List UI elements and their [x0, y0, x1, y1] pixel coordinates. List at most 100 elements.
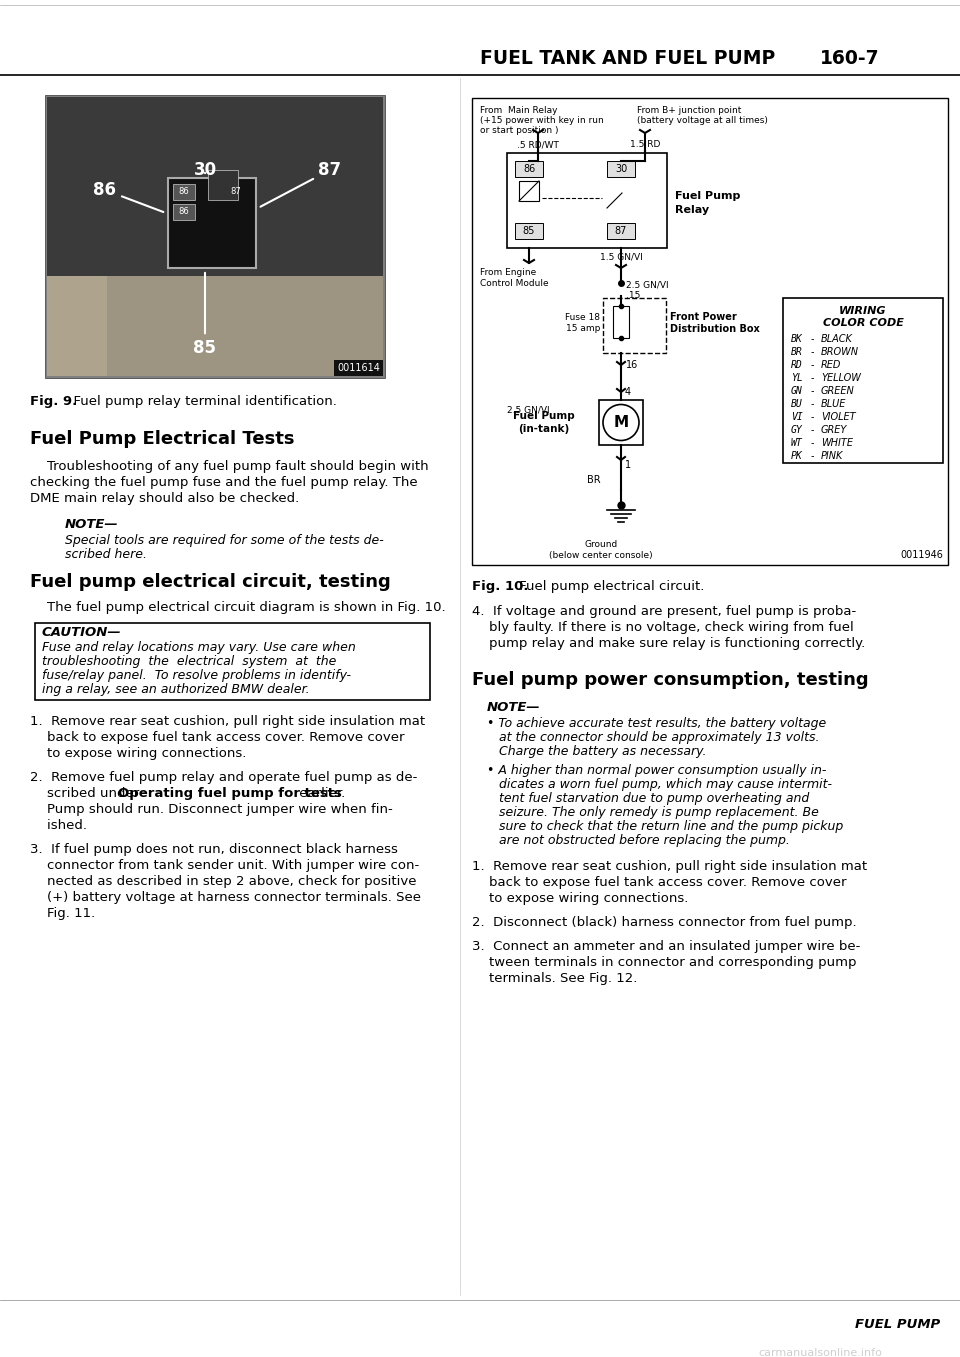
Text: 86: 86	[179, 208, 189, 217]
Text: BLACK: BLACK	[821, 334, 852, 345]
Text: BK: BK	[791, 334, 803, 345]
Text: earlier.: earlier.	[295, 787, 346, 801]
Text: Special tools are required for some of the tests de-: Special tools are required for some of t…	[65, 535, 384, 547]
Text: (+) battery voltage at harness connector terminals. See: (+) battery voltage at harness connector…	[30, 892, 421, 904]
Text: Fuel pump power consumption, testing: Fuel pump power consumption, testing	[472, 670, 869, 689]
Text: sure to check that the return line and the pump pickup: sure to check that the return line and t…	[487, 820, 843, 833]
Text: YL: YL	[791, 373, 803, 383]
Text: WIRING: WIRING	[839, 305, 887, 316]
Text: RED: RED	[821, 360, 841, 370]
Text: carmanualsonline.info: carmanualsonline.info	[758, 1348, 882, 1357]
Text: -: -	[811, 360, 814, 370]
Text: 30: 30	[614, 164, 627, 174]
Text: 86: 86	[93, 180, 163, 212]
Bar	[515, 223, 543, 239]
Text: FUEL TANK AND FUEL PUMP: FUEL TANK AND FUEL PUMP	[480, 49, 776, 68]
Text: seizure. The only remedy is pump replacement. Be: seizure. The only remedy is pump replace…	[487, 806, 819, 820]
Text: 2.5 GN/VI: 2.5 GN/VI	[507, 406, 550, 414]
Text: 1.5 RD: 1.5 RD	[630, 140, 660, 149]
Text: 16: 16	[626, 360, 638, 370]
Text: VIOLET: VIOLET	[821, 413, 855, 422]
Text: PK: PK	[791, 451, 803, 461]
Text: BR: BR	[791, 347, 803, 357]
Bar	[599, 400, 643, 445]
Text: RD: RD	[791, 360, 803, 370]
Text: 2.  Remove fuel pump relay and operate fuel pump as de-: 2. Remove fuel pump relay and operate fu…	[30, 771, 418, 784]
Text: connector from tank sender unit. With jumper wire con-: connector from tank sender unit. With ju…	[30, 859, 420, 873]
Text: nected as described in step 2 above, check for positive: nected as described in step 2 above, che…	[30, 875, 417, 887]
Text: -: -	[811, 334, 814, 345]
Text: -: -	[811, 438, 814, 448]
Bar	[208, 170, 238, 199]
Text: Pump should run. Disconnect jumper wire when fin-: Pump should run. Disconnect jumper wire …	[30, 803, 393, 816]
Text: From Engine
Control Module: From Engine Control Module	[480, 267, 548, 288]
Bar	[783, 299, 943, 463]
Text: BU: BU	[791, 399, 803, 408]
Text: 3.  If fuel pump does not run, disconnect black harness: 3. If fuel pump does not run, disconnect…	[30, 843, 397, 856]
Text: 2.5 GN/VI: 2.5 GN/VI	[626, 281, 668, 290]
Bar	[607, 161, 635, 176]
Bar	[613, 305, 629, 338]
Text: Fuel Pump Electrical Tests: Fuel Pump Electrical Tests	[30, 430, 295, 448]
Bar	[47, 275, 107, 376]
Text: The fuel pump electrical circuit diagram is shown in Fig. 10.: The fuel pump electrical circuit diagram…	[30, 601, 445, 613]
Text: 85: 85	[194, 273, 217, 357]
Text: From B+ junction point: From B+ junction point	[637, 106, 741, 115]
Bar	[603, 299, 666, 353]
Text: 4.  If voltage and ground are present, fuel pump is proba-: 4. If voltage and ground are present, fu…	[472, 605, 856, 617]
Text: • A higher than normal power consumption usually in-: • A higher than normal power consumption…	[487, 764, 827, 778]
Text: BR: BR	[588, 475, 601, 484]
Text: to expose wiring connections.: to expose wiring connections.	[30, 746, 247, 760]
Text: checking the fuel pump fuse and the fuel pump relay. The: checking the fuel pump fuse and the fuel…	[30, 476, 418, 489]
Text: -: -	[811, 373, 814, 383]
Bar	[507, 153, 667, 248]
Text: COLOR CODE: COLOR CODE	[823, 318, 903, 328]
Text: scribed here.: scribed here.	[65, 548, 147, 560]
Text: -: -	[811, 451, 814, 461]
Text: Fig. 9.: Fig. 9.	[30, 395, 77, 408]
Bar	[47, 275, 383, 376]
Text: (+15 power with key in run: (+15 power with key in run	[480, 115, 604, 125]
Text: back to expose fuel tank access cover. Remove cover: back to expose fuel tank access cover. R…	[472, 877, 847, 889]
Text: terminals. See Fig. 12.: terminals. See Fig. 12.	[472, 972, 637, 985]
Text: Troubleshooting of any fuel pump fault should begin with: Troubleshooting of any fuel pump fault s…	[30, 460, 428, 474]
Text: troubleshooting  the  electrical  system  at  the: troubleshooting the electrical system at…	[42, 655, 336, 668]
Text: 2.  Disconnect (black) harness connector from fuel pump.: 2. Disconnect (black) harness connector …	[472, 916, 856, 930]
Text: Charge the battery as necessary.: Charge the battery as necessary.	[487, 745, 707, 759]
Text: to expose wiring connections.: to expose wiring connections.	[472, 892, 688, 905]
Text: at the connector should be approximately 13 volts.: at the connector should be approximately…	[487, 731, 820, 744]
Text: -: -	[811, 399, 814, 408]
Text: Front Power
Distribution Box: Front Power Distribution Box	[670, 312, 759, 334]
Bar	[472, 98, 948, 565]
Text: Ground
(below center console): Ground (below center console)	[549, 540, 653, 560]
Text: tent fuel starvation due to pump overheating and: tent fuel starvation due to pump overhea…	[487, 792, 809, 805]
Text: .5 RD/WT: .5 RD/WT	[517, 140, 559, 149]
Text: 1.  Remove rear seat cushion, pull right side insulation mat: 1. Remove rear seat cushion, pull right …	[472, 860, 867, 873]
Text: BROWN: BROWN	[821, 347, 859, 357]
Text: or start position ): or start position )	[480, 126, 559, 134]
Text: Fig. 10.: Fig. 10.	[472, 579, 529, 593]
Text: back to expose fuel tank access cover. Remove cover: back to expose fuel tank access cover. R…	[30, 731, 404, 744]
Text: Fig. 11.: Fig. 11.	[30, 906, 95, 920]
Text: 30: 30	[193, 161, 217, 179]
Bar	[168, 178, 256, 267]
Text: pump relay and make sure relay is functioning correctly.: pump relay and make sure relay is functi…	[472, 636, 865, 650]
Text: (battery voltage at all times): (battery voltage at all times)	[637, 115, 768, 125]
Text: WHITE: WHITE	[821, 438, 853, 448]
Text: • To achieve accurate test results, the battery voltage: • To achieve accurate test results, the …	[487, 716, 827, 730]
Text: WT: WT	[791, 438, 803, 448]
Text: dicates a worn fuel pump, which may cause intermit-: dicates a worn fuel pump, which may caus…	[487, 778, 832, 791]
Text: Fuse and relay locations may vary. Use care when: Fuse and relay locations may vary. Use c…	[42, 641, 356, 654]
Text: 86: 86	[523, 164, 535, 174]
Text: Operating fuel pump for tests: Operating fuel pump for tests	[118, 787, 342, 801]
Text: .15: .15	[626, 290, 640, 300]
Text: 0011946: 0011946	[900, 550, 943, 560]
Bar	[519, 180, 539, 201]
Text: NOTE—: NOTE—	[65, 518, 119, 531]
Text: 87: 87	[230, 187, 241, 197]
Text: -: -	[811, 385, 814, 396]
Text: M: M	[613, 415, 629, 430]
Text: -: -	[811, 413, 814, 422]
Text: NOTE—: NOTE—	[487, 702, 540, 714]
Text: From  Main Relay: From Main Relay	[480, 106, 558, 115]
